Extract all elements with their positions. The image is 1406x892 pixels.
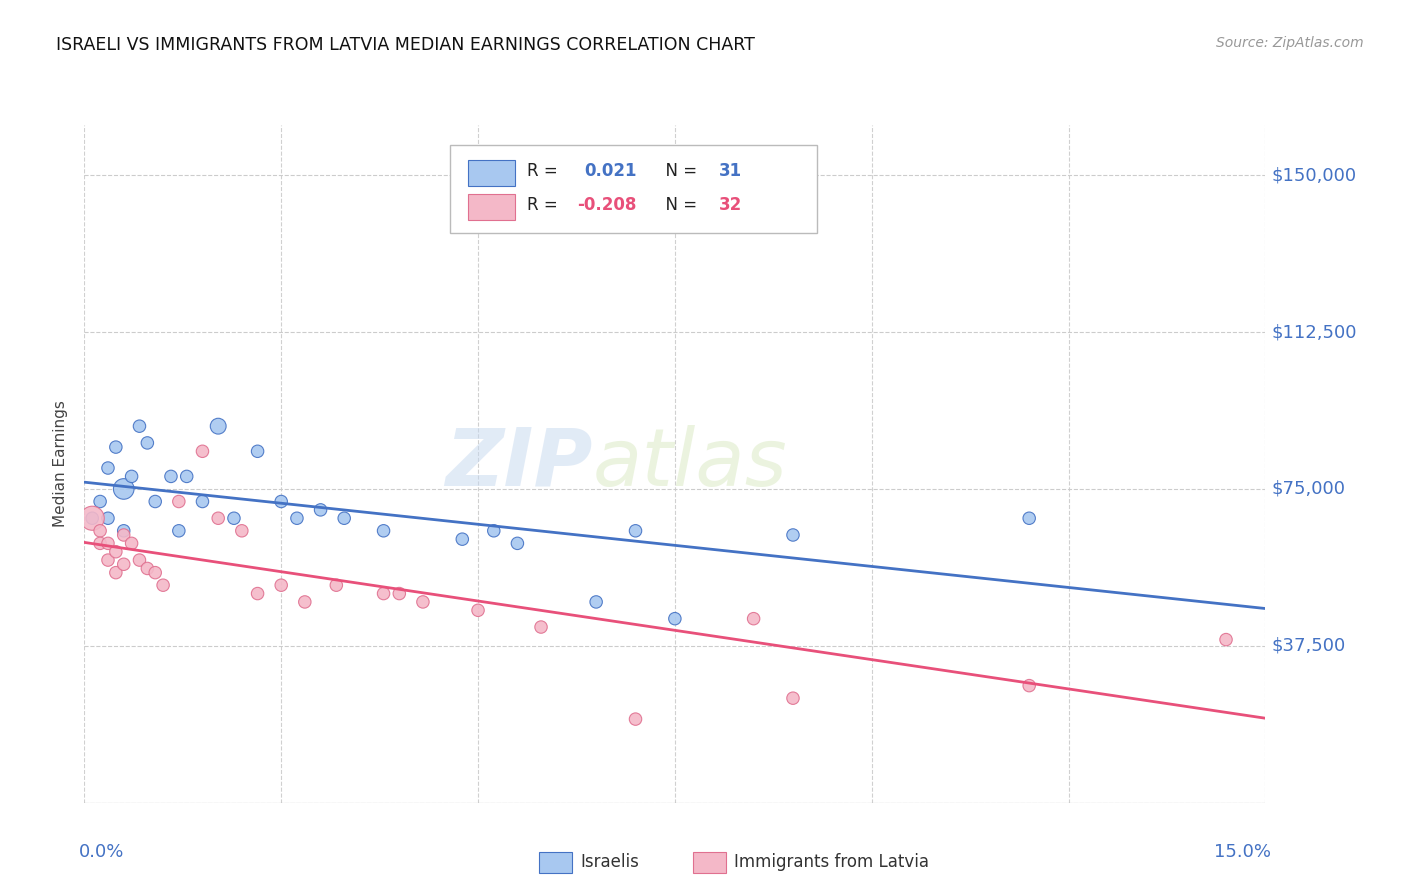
Text: $75,000: $75,000	[1271, 480, 1346, 498]
Text: 0.0%: 0.0%	[79, 844, 124, 862]
Point	[451, 532, 474, 546]
Text: 15.0%: 15.0%	[1215, 844, 1271, 862]
Point	[467, 603, 489, 617]
Point	[246, 444, 269, 458]
Point	[207, 511, 229, 525]
Text: R =: R =	[527, 162, 564, 180]
Point	[112, 558, 135, 572]
Point	[89, 494, 111, 508]
Point	[167, 524, 190, 538]
Point	[333, 511, 356, 525]
Text: ZIP: ZIP	[444, 425, 592, 503]
Point	[482, 524, 505, 538]
Point	[285, 511, 308, 525]
Point	[97, 553, 120, 567]
Point	[1215, 632, 1237, 647]
Point	[231, 524, 253, 538]
Text: -0.208: -0.208	[576, 196, 637, 214]
Point	[97, 461, 120, 475]
Point	[82, 511, 104, 525]
Point	[152, 578, 174, 592]
Point	[246, 586, 269, 600]
Point	[112, 528, 135, 542]
Point	[294, 595, 316, 609]
Text: N =: N =	[655, 162, 702, 180]
Text: 0.021: 0.021	[583, 162, 637, 180]
Point	[373, 586, 395, 600]
Text: Immigrants from Latvia: Immigrants from Latvia	[734, 854, 929, 871]
FancyBboxPatch shape	[468, 161, 516, 186]
Point	[143, 494, 166, 508]
Point	[270, 494, 292, 508]
Point	[207, 419, 229, 434]
Point	[664, 612, 686, 626]
Point	[104, 566, 127, 580]
Point	[82, 511, 104, 525]
Text: $150,000: $150,000	[1271, 166, 1357, 184]
Text: R =: R =	[527, 196, 564, 214]
Point	[104, 545, 127, 559]
FancyBboxPatch shape	[693, 852, 725, 872]
Text: $37,500: $37,500	[1271, 637, 1346, 655]
Point	[89, 524, 111, 538]
Point	[176, 469, 198, 483]
Point	[160, 469, 183, 483]
Point	[167, 494, 190, 508]
FancyBboxPatch shape	[468, 194, 516, 219]
Y-axis label: Median Earnings: Median Earnings	[53, 401, 69, 527]
Point	[112, 524, 135, 538]
Text: Source: ZipAtlas.com: Source: ZipAtlas.com	[1216, 36, 1364, 50]
FancyBboxPatch shape	[538, 852, 572, 872]
Point	[97, 511, 120, 525]
Point	[97, 536, 120, 550]
Text: atlas: atlas	[592, 425, 787, 503]
Point	[506, 536, 529, 550]
Point	[412, 595, 434, 609]
Point	[585, 595, 607, 609]
Point	[624, 712, 647, 726]
Point	[121, 469, 143, 483]
Point	[325, 578, 347, 592]
Text: Israelis: Israelis	[581, 854, 640, 871]
Point	[624, 524, 647, 538]
Point	[191, 494, 214, 508]
Point	[128, 419, 150, 434]
FancyBboxPatch shape	[450, 145, 817, 234]
Point	[309, 503, 332, 517]
Point	[1018, 679, 1040, 693]
Point	[143, 566, 166, 580]
Text: N =: N =	[655, 196, 702, 214]
Point	[222, 511, 245, 525]
Point	[121, 536, 143, 550]
Point	[1018, 511, 1040, 525]
Point	[388, 586, 411, 600]
Point	[191, 444, 214, 458]
Point	[128, 553, 150, 567]
Point	[104, 440, 127, 454]
Point	[373, 524, 395, 538]
Text: ISRAELI VS IMMIGRANTS FROM LATVIA MEDIAN EARNINGS CORRELATION CHART: ISRAELI VS IMMIGRANTS FROM LATVIA MEDIAN…	[56, 36, 755, 54]
Point	[112, 482, 135, 496]
Point	[89, 536, 111, 550]
Point	[136, 561, 159, 575]
Point	[136, 436, 159, 450]
Point	[782, 528, 804, 542]
Text: 31: 31	[718, 162, 742, 180]
Text: $112,500: $112,500	[1271, 323, 1357, 341]
Point	[782, 691, 804, 706]
Point	[530, 620, 553, 634]
Point	[270, 578, 292, 592]
Point	[742, 612, 765, 626]
Text: 32: 32	[718, 196, 742, 214]
